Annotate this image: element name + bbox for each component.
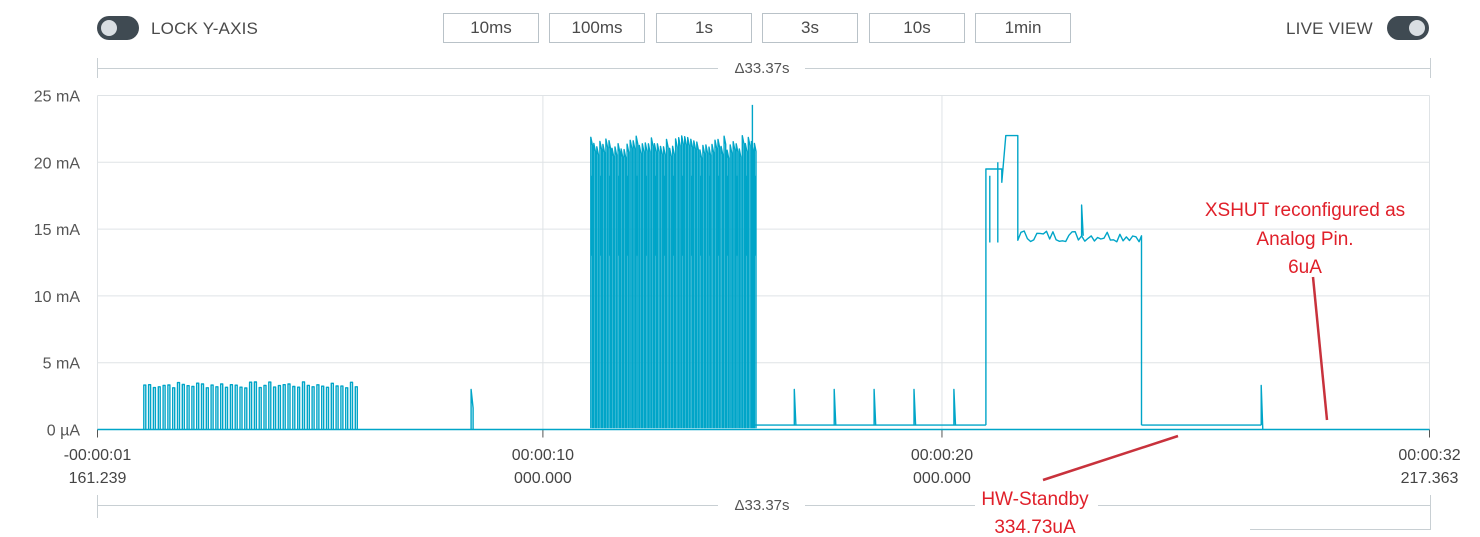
time-button-10ms[interactable]: 10ms [443,13,539,43]
y-tick-label: 0 µA [47,423,81,440]
annotation-standby-text: 334.73uA [994,517,1076,537]
y-axis: 25 mA 20 mA 15 mA 10 mA 5 mA 0 µA [34,89,81,440]
annotations: XSHUT reconfigured as Analog Pin. 6uA HW-St… [981,200,1405,537]
delta-bracket-bottom [97,495,1431,530]
annotation-analog-text: Analog Pin. [1256,229,1353,250]
y-tick-label: 10 mA [34,289,81,306]
toggle-knob [1409,20,1425,36]
lock-y-axis-label: LOCK Y-AXIS [151,19,259,38]
time-button-10s[interactable]: 10s [869,13,965,43]
delta-bracket-top [97,58,1431,78]
grid [97,95,1430,430]
x-tick-label: 000.000 [913,470,971,487]
toggle-knob [101,20,117,36]
x-tick-label: 161.239 [69,470,127,487]
time-button-100ms[interactable]: 100ms [549,13,645,43]
x-axis: -00:00:01 161.239 00:00:10 000.000 00:00:20 0… [64,429,1461,487]
annotation-standby-text: HW-Standby [981,489,1089,510]
y-tick-label: 5 mA [43,356,81,373]
y-tick-label: 25 mA [34,89,81,106]
current-trace-line [97,104,1430,431]
live-view-label: LIVE VIEW [1286,19,1373,38]
x-tick-label: 00:00:10 [512,447,574,464]
lock-y-axis-toggle[interactable] [97,16,139,40]
delta-label-bottom: Δ33.37s [734,497,789,514]
annotation-analog-text: 6uA [1288,257,1322,278]
x-tick-label: 000.000 [514,470,572,487]
x-tick-label: 00:00:32 [1398,447,1460,464]
annotation-standby-arrow [1042,434,1179,482]
x-tick-label: -00:00:01 [64,447,132,464]
time-button-1s[interactable]: 1s [656,13,752,43]
y-tick-label: 15 mA [34,222,81,239]
live-view-toggle[interactable] [1387,16,1429,40]
annotation-analog-text: XSHUT reconfigured as [1205,200,1405,221]
time-button-3s[interactable]: 3s [762,13,858,43]
annotation-analog-arrow [1311,276,1329,421]
y-tick-label: 20 mA [34,155,81,172]
x-tick-label: 217.363 [1401,470,1459,487]
delta-label-top: Δ33.37s [734,60,789,77]
current-trace [97,104,1430,431]
time-button-1min[interactable]: 1min [975,13,1071,43]
x-tick-label: 00:00:20 [911,447,973,464]
